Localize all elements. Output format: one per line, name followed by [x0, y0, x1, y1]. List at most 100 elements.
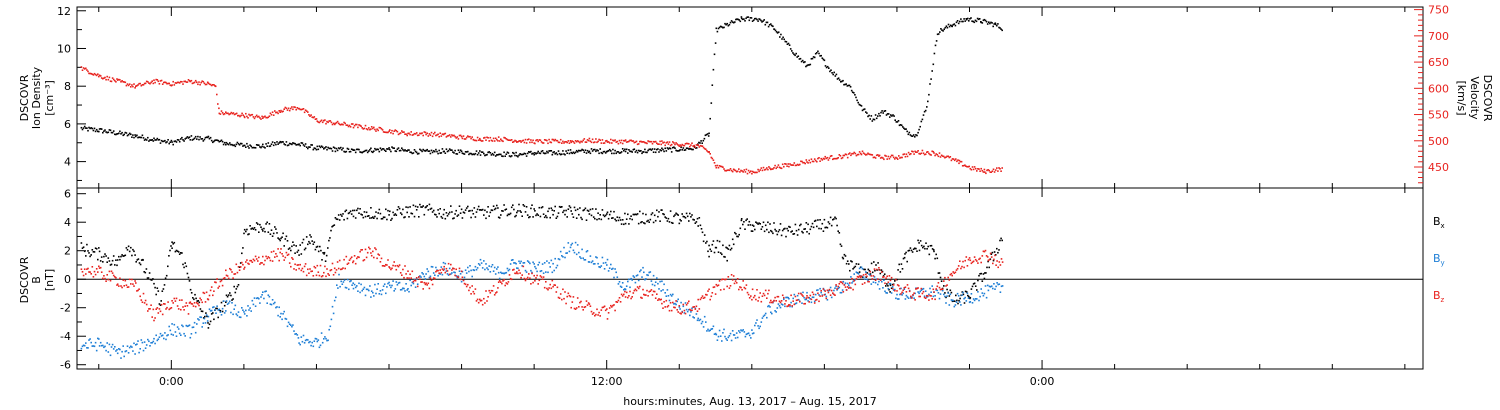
density-point — [372, 151, 374, 154]
velocity-point — [915, 151, 917, 153]
bz-point — [981, 255, 984, 257]
density-point — [303, 145, 306, 147]
bz-point — [274, 256, 276, 258]
by-point — [197, 318, 199, 320]
bx-point — [886, 283, 888, 285]
bx-point — [971, 285, 974, 288]
velocity-point — [430, 131, 433, 134]
density-point — [990, 21, 992, 24]
bz-point — [591, 313, 594, 315]
velocity-point — [461, 137, 464, 140]
by-point — [691, 307, 693, 310]
by-point — [640, 269, 642, 271]
bz-point — [250, 259, 252, 262]
density-point — [970, 17, 972, 19]
density-point — [152, 140, 155, 142]
by-point — [738, 330, 740, 332]
density-point — [147, 136, 149, 139]
velocity-point — [143, 82, 146, 85]
bz-point — [428, 287, 431, 290]
bz-point — [774, 296, 776, 299]
bx-point — [520, 211, 522, 213]
bz-point — [291, 257, 293, 259]
by-point — [481, 267, 484, 269]
bz-point — [388, 266, 390, 268]
by-point — [615, 271, 617, 274]
bz-point — [459, 278, 462, 281]
by-point — [276, 306, 278, 308]
bz-point — [552, 285, 554, 288]
velocity-point — [741, 170, 743, 172]
density-point — [520, 153, 522, 156]
by-point — [519, 262, 521, 264]
density-point — [935, 40, 938, 42]
bx-point — [890, 287, 893, 289]
by-point — [415, 277, 418, 280]
by-point — [588, 261, 591, 263]
bx-point — [136, 259, 139, 261]
bx-point — [362, 216, 365, 219]
by-point — [474, 265, 477, 268]
density-point — [94, 130, 97, 133]
velocity-point — [446, 135, 449, 137]
density-point — [819, 55, 821, 57]
bx-point — [696, 217, 699, 220]
bz-point — [858, 275, 861, 277]
bz-point — [715, 283, 718, 286]
density-point — [193, 137, 196, 140]
bz-point — [871, 278, 874, 280]
bx-point — [451, 211, 453, 213]
bz-point — [700, 297, 703, 299]
field-axis-label-line-3: [nT] — [43, 269, 56, 291]
velocity-point — [263, 116, 265, 118]
velocity-point — [802, 161, 804, 164]
density-point — [115, 133, 117, 136]
bz-point — [556, 286, 559, 289]
density-point — [267, 142, 270, 144]
bz-point — [360, 249, 362, 251]
bx-point — [360, 213, 362, 216]
bz-point — [226, 275, 229, 277]
density-point — [496, 154, 498, 156]
velocity-point — [191, 82, 194, 85]
velocity-point — [280, 109, 282, 112]
velocity-point — [792, 164, 794, 166]
density-point — [659, 149, 661, 151]
bx-point — [321, 259, 323, 261]
bz-point — [189, 301, 192, 303]
bz-point — [225, 274, 228, 277]
velocity-point — [91, 73, 94, 75]
bz-point — [118, 285, 120, 287]
bx-point — [364, 215, 367, 218]
by-point — [675, 303, 677, 306]
velocity-point — [119, 79, 121, 81]
density-point — [487, 151, 489, 154]
by-point — [304, 339, 307, 342]
density-point — [419, 148, 421, 151]
bz-point — [422, 288, 424, 290]
by-point — [301, 340, 304, 343]
density-point — [703, 137, 706, 140]
density-point — [860, 105, 863, 107]
bz-point — [280, 248, 282, 250]
bx-point — [471, 209, 473, 212]
bx-point — [343, 218, 345, 221]
velocity-point — [185, 81, 188, 83]
bz-point — [370, 254, 373, 257]
by-point — [190, 333, 193, 335]
density-point — [677, 150, 679, 152]
density-point — [613, 152, 615, 155]
bx-point — [305, 236, 308, 238]
density-point — [328, 147, 330, 150]
by-point — [411, 281, 414, 284]
velocity-point — [758, 170, 760, 173]
density-point — [266, 145, 268, 147]
by-point — [860, 266, 863, 269]
density-point — [939, 31, 941, 33]
density-point — [698, 141, 700, 144]
velocity-point — [221, 112, 224, 114]
density-point — [230, 143, 232, 146]
bx-point — [556, 215, 559, 218]
bx-point — [165, 274, 168, 277]
by-point — [572, 249, 575, 252]
